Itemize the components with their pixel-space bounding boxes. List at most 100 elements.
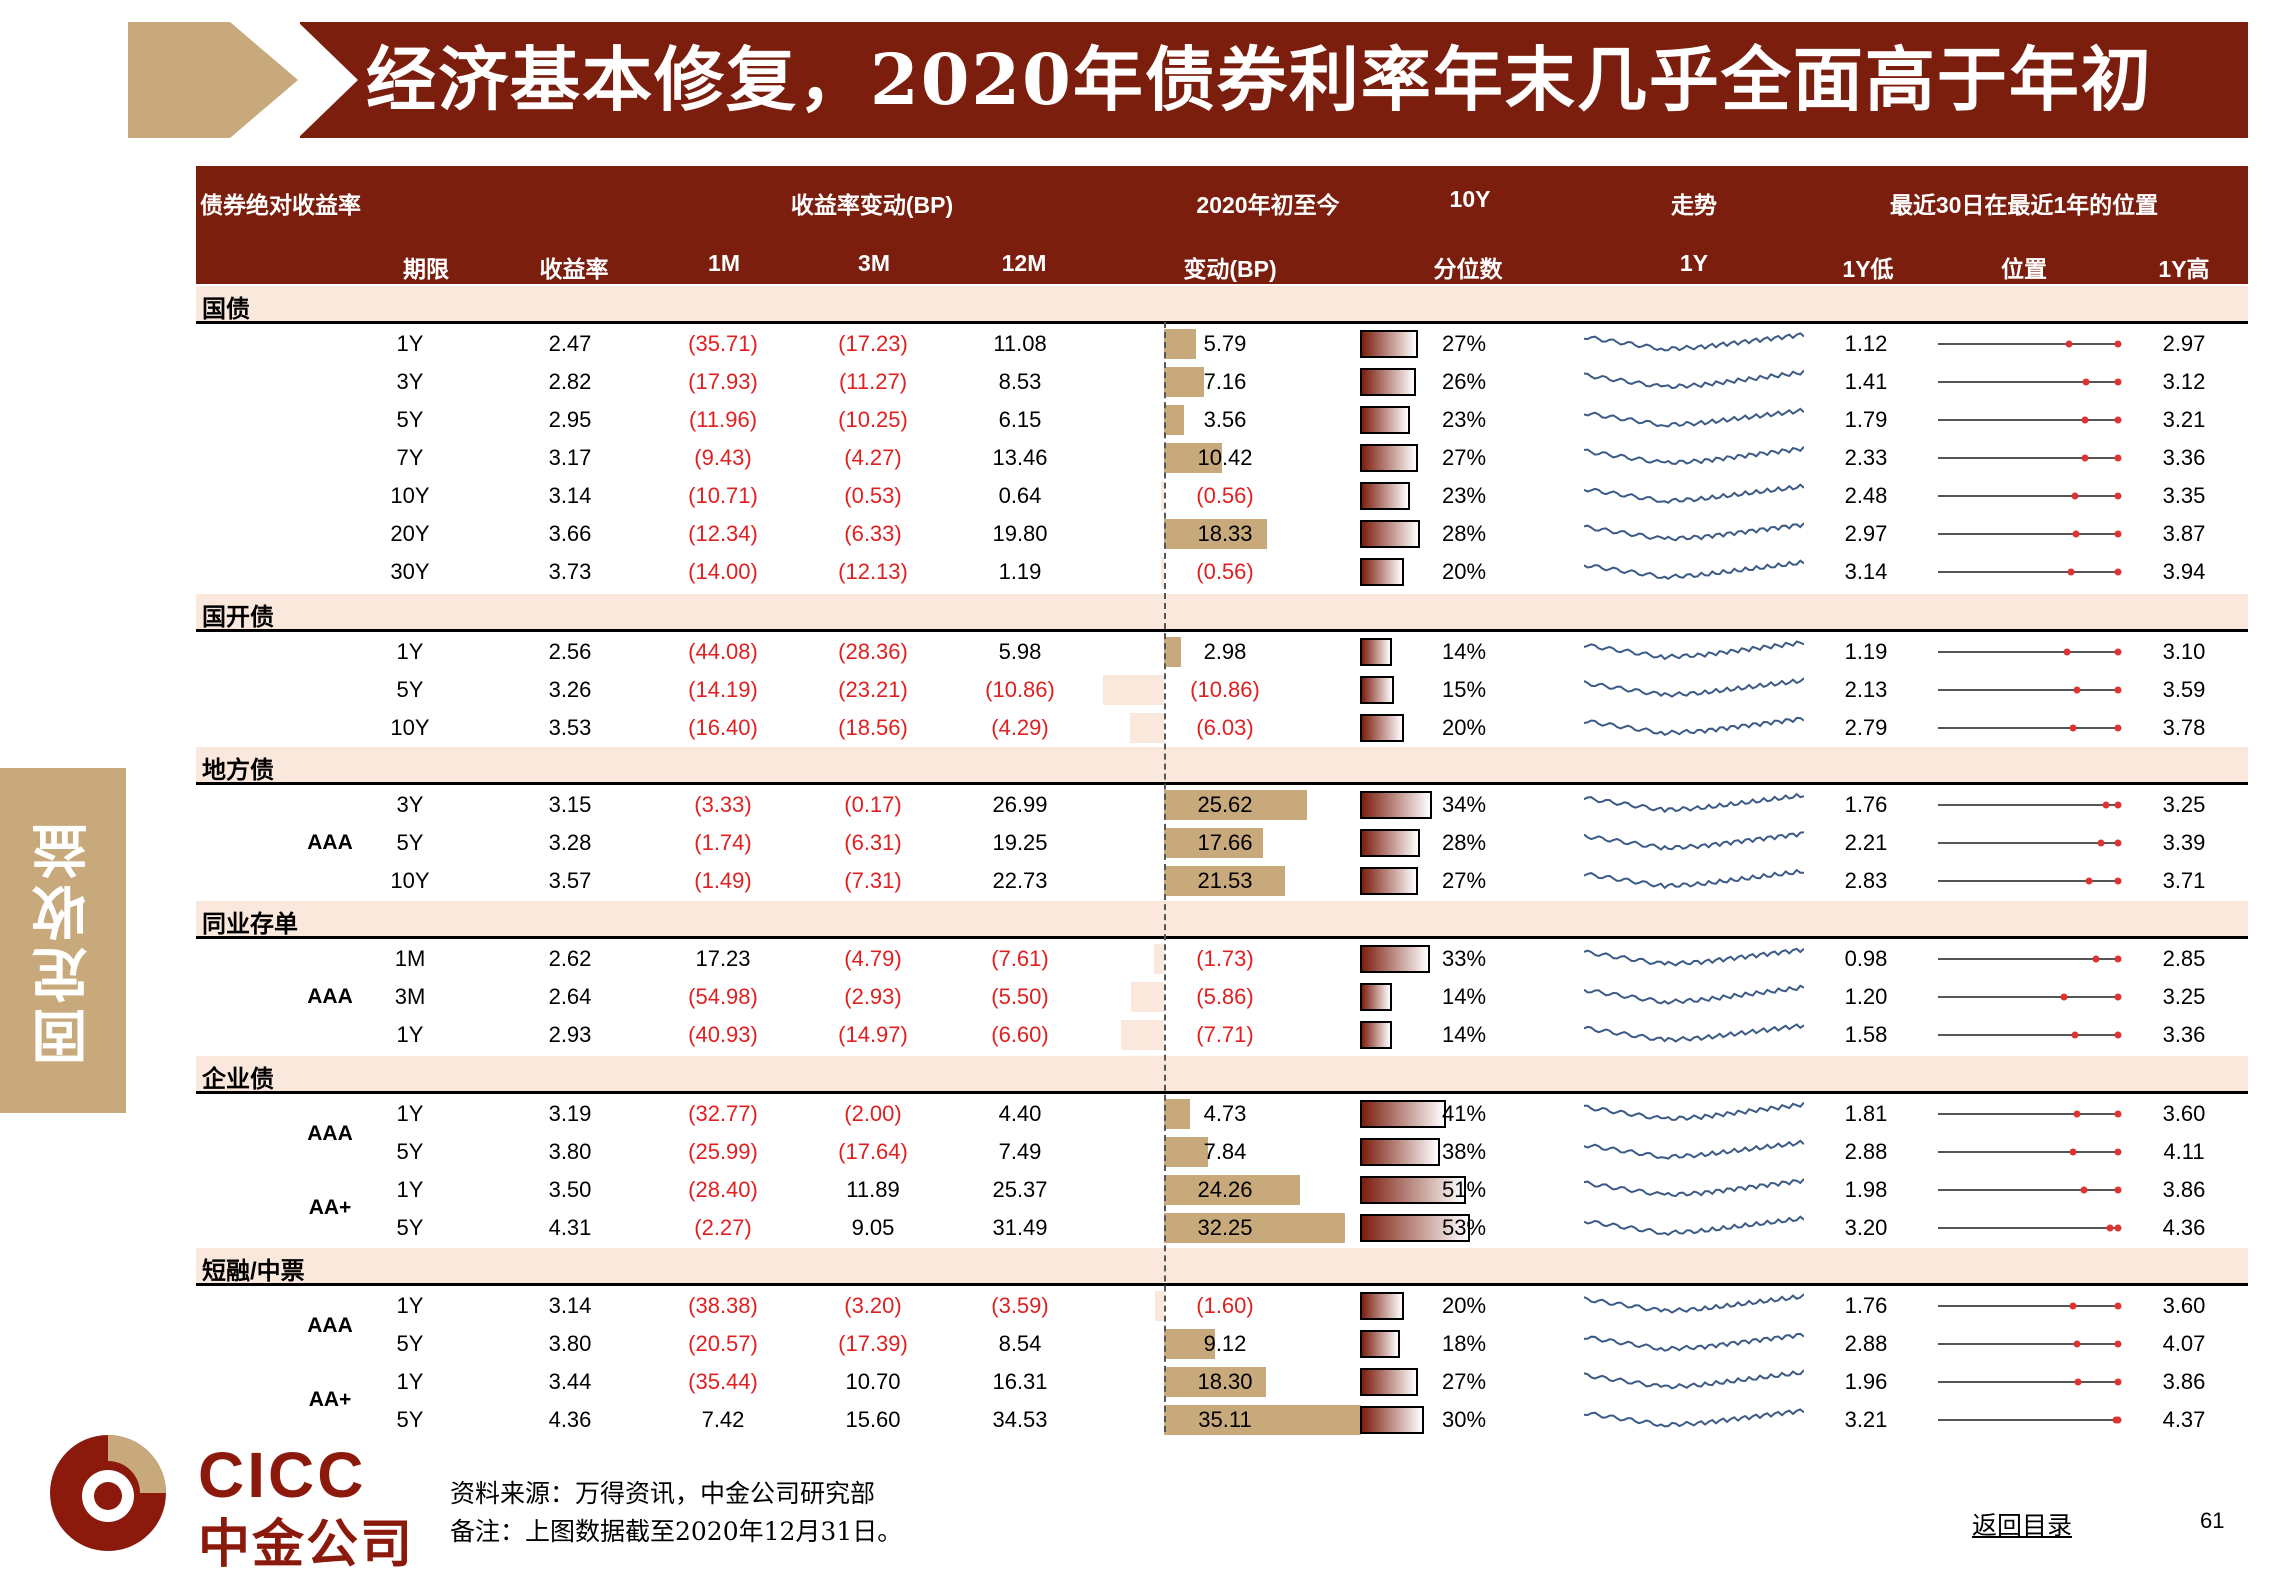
current-position-marker	[2081, 454, 2089, 462]
change-3m-cell: (3.20)	[844, 1293, 902, 1318]
percentile-bar	[1360, 482, 1410, 510]
percentile-bar	[1360, 444, 1418, 472]
ytd-change-bar	[1164, 828, 1263, 858]
section-side-tab: 固定收益	[0, 768, 126, 1113]
tenor-cell: 5Y	[396, 407, 424, 432]
trend-sparkline	[1584, 1215, 1804, 1236]
change-3m-cell: (0.17)	[844, 792, 902, 817]
year-low-cell: 3.21	[1844, 1407, 1888, 1432]
current-position-marker	[2073, 1110, 2081, 1118]
percentile-cell: 14%	[1441, 1022, 1487, 1047]
change-12m-cell: 4.40	[998, 1101, 1042, 1126]
percentile-cell: 41%	[1441, 1101, 1487, 1126]
year-high-marker	[2114, 839, 2122, 847]
year-high-cell: 3.21	[2162, 407, 2206, 432]
percentile-cell: 23%	[1441, 483, 1487, 508]
year-low-cell: 1.81	[1844, 1101, 1888, 1126]
range-line	[1938, 1151, 2118, 1153]
back-to-contents-link[interactable]: 返回目录	[1972, 1511, 2073, 1540]
year-low-cell: 1.96	[1844, 1369, 1888, 1394]
tenor-cell: 10Y	[390, 715, 430, 740]
ytd-change-bar	[1164, 1137, 1208, 1167]
range-line	[1938, 958, 2118, 960]
rating-group-label: AA+	[308, 1196, 352, 1219]
page-number: 61	[2200, 1508, 2225, 1533]
change-12m-cell: (10.86)	[985, 677, 1055, 702]
percentile-bar	[1360, 1368, 1418, 1396]
trend-sparkline	[1584, 1139, 1804, 1160]
header-percentile: 分位数	[1433, 256, 1503, 282]
year-high-cell: 3.10	[2162, 639, 2206, 664]
year-high-marker	[2114, 340, 2122, 348]
yield-cell: 2.62	[548, 946, 592, 971]
trend-sparkline	[1584, 984, 1804, 1005]
change-12m-cell: 7.49	[998, 1139, 1042, 1164]
change-3m-cell: 11.89	[846, 1177, 900, 1202]
trend-sparkline	[1584, 1332, 1804, 1352]
percentile-bar	[1360, 406, 1410, 434]
change-3m-cell: (10.25)	[838, 407, 908, 432]
trend-sparkline	[1584, 1023, 1804, 1043]
yield-cell: 3.44	[548, 1369, 592, 1394]
year-high-marker	[2114, 530, 2122, 538]
range-line	[1938, 651, 2118, 653]
trend-sparkline	[1584, 1369, 1804, 1390]
ytd-change-cell: (7.71)	[1196, 1022, 1254, 1047]
ytd-change-bar	[1160, 481, 1164, 511]
trend-sparkline	[1584, 1408, 1804, 1428]
current-position-marker	[2071, 492, 2079, 500]
year-low-cell: 1.76	[1844, 792, 1888, 817]
year-high-marker	[2114, 454, 2122, 462]
range-line	[1938, 495, 2118, 497]
yield-cell: 2.47	[548, 331, 592, 356]
trend-sparkline	[1584, 716, 1804, 736]
year-high-cell: 3.87	[2162, 521, 2206, 546]
year-low-cell: 1.76	[1844, 1293, 1888, 1318]
range-line	[1938, 804, 2118, 806]
tenor-cell: 20Y	[390, 521, 430, 546]
percentile-cell: 33%	[1441, 946, 1487, 971]
year-low-cell: 1.12	[1844, 331, 1888, 356]
rating-group-label: AAA	[307, 831, 353, 854]
ytd-change-cell: (10.86)	[1190, 677, 1260, 702]
ytd-change-cell: 3.56	[1203, 407, 1247, 432]
percentile-bar	[1360, 638, 1392, 666]
change-1m-cell: (9.43)	[694, 445, 752, 470]
header-1y-high: 1Y高	[2158, 256, 2210, 282]
header-12m: 12M	[1001, 250, 1047, 276]
percentile-cell: 18%	[1441, 1331, 1487, 1356]
year-high-cell: 2.97	[2162, 331, 2206, 356]
section-title: 企业债	[202, 1066, 274, 1093]
year-low-cell: 1.79	[1844, 407, 1888, 432]
year-high-cell: 3.86	[2162, 1177, 2206, 1202]
change-1m-cell: (20.57)	[688, 1331, 758, 1356]
section-header: 企业债	[196, 1056, 2248, 1094]
trend-sparkline	[1584, 1178, 1804, 1198]
change-3m-cell: (14.97)	[838, 1022, 908, 1047]
rating-group-label: AAA	[307, 985, 353, 1008]
yield-cell: 2.64	[548, 984, 592, 1009]
ytd-change-bar	[1164, 1367, 1267, 1397]
ytd-change-cell: (5.86)	[1196, 984, 1254, 1009]
percentile-bar	[1360, 1176, 1466, 1204]
yield-cell: 4.36	[548, 1407, 592, 1432]
side-tab-label: 固定收益	[30, 816, 97, 1065]
title-arrow-decoration	[128, 22, 298, 138]
range-line	[1938, 1034, 2118, 1036]
tenor-cell: 5Y	[396, 1139, 424, 1164]
percentile-cell: 27%	[1441, 868, 1487, 893]
ytd-change-bar	[1164, 1213, 1345, 1243]
section-header: 国债	[196, 286, 2248, 324]
range-line	[1938, 1419, 2118, 1421]
ytd-change-cell: (6.03)	[1196, 715, 1254, 740]
yield-cell: 3.73	[548, 559, 592, 584]
year-low-cell: 2.48	[1844, 483, 1888, 508]
year-high-marker	[2114, 955, 2122, 963]
trend-sparkline	[1584, 640, 1804, 661]
percentile-cell: 27%	[1441, 1369, 1487, 1394]
year-high-marker	[2114, 724, 2122, 732]
change-12m-cell: 16.31	[992, 1369, 1048, 1394]
percentile-cell: 26%	[1441, 369, 1487, 394]
ytd-change-cell: 4.73	[1203, 1101, 1247, 1126]
ytd-change-bar	[1164, 519, 1267, 549]
